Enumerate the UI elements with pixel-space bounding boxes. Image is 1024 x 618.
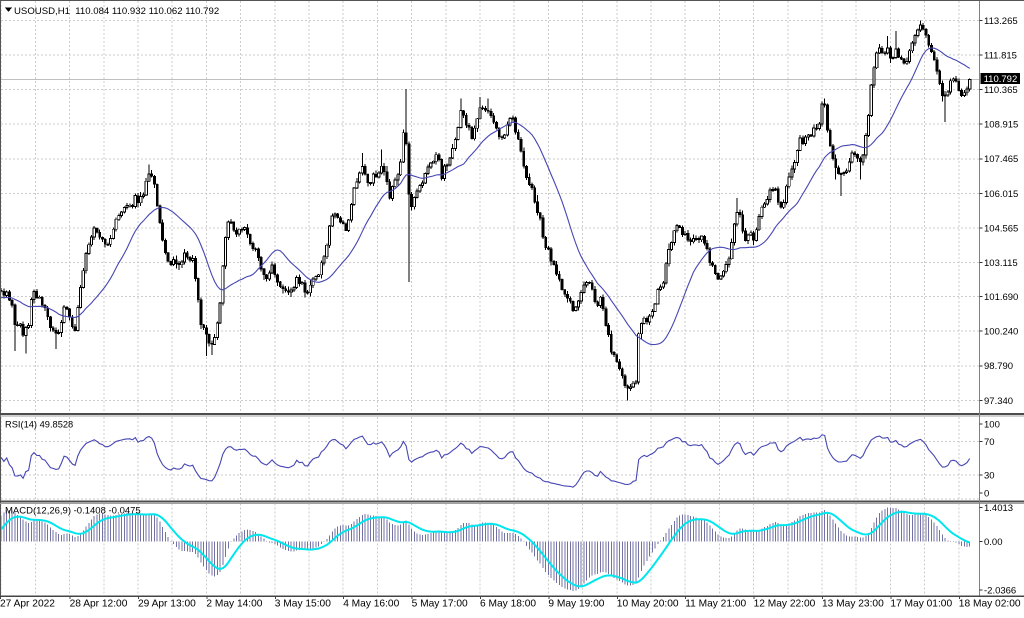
svg-text:12 May 22:00: 12 May 22:00 [754, 599, 816, 610]
svg-text:28 Apr 12:00: 28 Apr 12:00 [70, 599, 128, 610]
svg-text:6 May 18:00: 6 May 18:00 [480, 599, 536, 610]
svg-text:0: 0 [984, 488, 989, 499]
svg-text:107.465: 107.465 [984, 154, 1018, 165]
svg-text:110.365: 110.365 [984, 85, 1018, 96]
svg-text:13 May 23:00: 13 May 23:00 [822, 599, 884, 610]
svg-text:27 Apr 2022: 27 Apr 2022 [0, 599, 55, 610]
svg-text:100: 100 [984, 419, 1000, 430]
svg-text:11 May 21:00: 11 May 21:00 [685, 599, 746, 610]
svg-text:70: 70 [984, 437, 995, 448]
svg-text:108.915: 108.915 [984, 120, 1018, 131]
svg-text:5 May 17:00: 5 May 17:00 [412, 599, 468, 610]
svg-text:113.265: 113.265 [984, 16, 1018, 27]
svg-text:-2.0366: -2.0366 [984, 586, 1016, 597]
svg-text:MACD(12,26,9) -0.1408 -0.0475: MACD(12,26,9) -0.1408 -0.0475 [5, 506, 141, 517]
svg-text:30: 30 [984, 471, 995, 482]
svg-text:97.340: 97.340 [984, 396, 1013, 407]
svg-text:98.790: 98.790 [984, 361, 1013, 372]
svg-text:RSI(14) 49.8528: RSI(14) 49.8528 [5, 420, 73, 430]
svg-text:100.240: 100.240 [984, 327, 1018, 338]
svg-text:17 May 01:00: 17 May 01:00 [890, 599, 952, 610]
svg-text:3 May 15:00: 3 May 15:00 [275, 599, 331, 610]
svg-text:29 Apr 13:00: 29 Apr 13:00 [138, 599, 196, 610]
svg-text:9 May 19:00: 9 May 19:00 [548, 599, 604, 610]
svg-text:101.690: 101.690 [984, 292, 1018, 303]
svg-text:10 May 20:00: 10 May 20:00 [617, 599, 679, 610]
svg-text:1.4013: 1.4013 [984, 503, 1013, 514]
svg-text:104.565: 104.565 [984, 223, 1018, 234]
svg-text:0.00: 0.00 [984, 537, 1003, 548]
svg-text:103.115: 103.115 [984, 258, 1018, 269]
svg-text:110.792: 110.792 [984, 74, 1018, 85]
svg-text:2 May 14:00: 2 May 14:00 [206, 599, 262, 610]
svg-text:106.015: 106.015 [984, 189, 1018, 200]
svg-text:4 May 16:00: 4 May 16:00 [343, 599, 399, 610]
svg-text:18 May 02:00: 18 May 02:00 [959, 599, 1021, 610]
svg-text:USOUSD,H1 110.084 110.932 110: USOUSD,H1 110.084 110.932 110.062 110.79… [14, 6, 219, 17]
svg-text:111.815: 111.815 [984, 50, 1017, 61]
